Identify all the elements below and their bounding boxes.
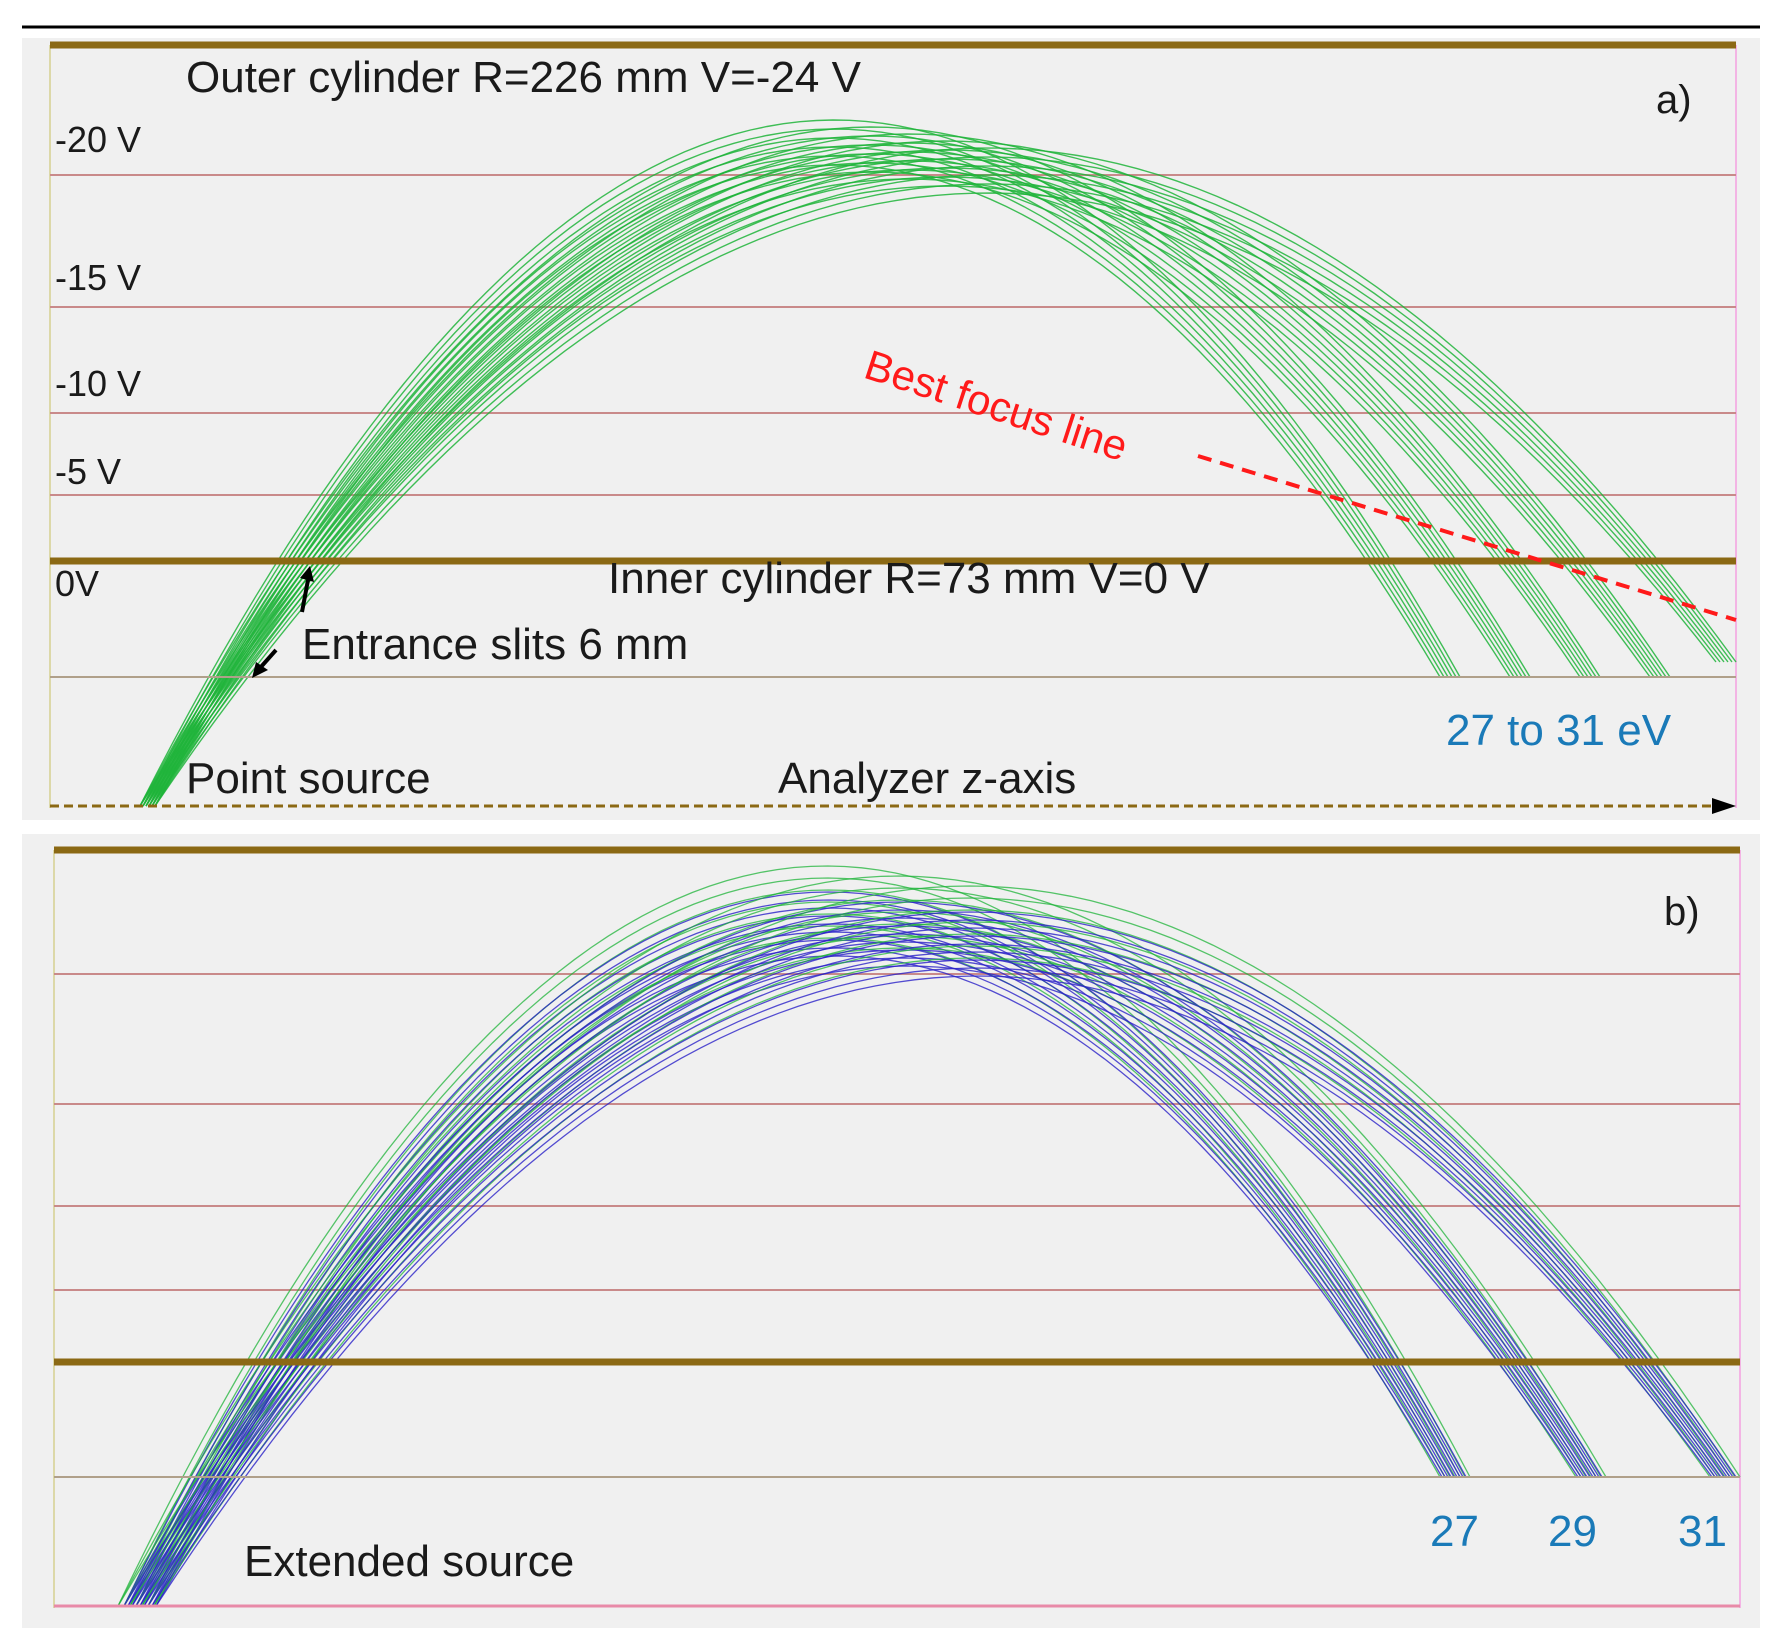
ray-31ev-2 — [142, 156, 1733, 807]
blue-ray-31ev-4 — [135, 935, 1728, 1607]
ray-29ev-5 — [151, 169, 1585, 807]
green-ray-31ev-5 — [141, 933, 1721, 1607]
ray-27ev-1 — [139, 119, 1461, 807]
energy-label-29: 29 — [1548, 1507, 1597, 1556]
blue-ray-31ev-7 — [147, 959, 1719, 1607]
energy-label-31: 31 — [1678, 1507, 1727, 1556]
blue-ray-27ev-1 — [123, 891, 1467, 1607]
ray-30ev-1 — [139, 140, 1671, 807]
entrance-slits-label: Entrance slits 6 mm — [302, 620, 688, 669]
entrance-slit-arrows — [252, 566, 314, 678]
panel-b: b) Extended source 27 29 31 — [22, 834, 1760, 1628]
ray-30ev-4 — [148, 167, 1659, 807]
blue-ray-31ev-8 — [151, 967, 1716, 1607]
voltage-label-15: -15 V — [55, 257, 141, 298]
ray-28ev-3 — [145, 144, 1523, 807]
panel-a-background — [22, 38, 1760, 820]
green-ray-31ev-1 — [117, 885, 1741, 1607]
green-ray-29ev-2 — [123, 887, 1602, 1607]
panel-b-ray-bundles — [117, 865, 1741, 1607]
ray-31ev-3 — [145, 165, 1729, 807]
ray-29ev-2 — [142, 142, 1597, 807]
green-ray-29ev-7 — [153, 947, 1577, 1607]
ray-27ev-4 — [148, 146, 1449, 807]
green-ray-31ev-3 — [129, 909, 1731, 1607]
blue-ray-27ev-6 — [143, 931, 1452, 1607]
blue-ray-31ev-9 — [155, 975, 1713, 1607]
ray-30ev-3 — [145, 158, 1663, 807]
blue-ray-27ev-3 — [131, 907, 1461, 1607]
point-source-label: Point source — [186, 754, 431, 803]
green-ray-27ev-3 — [129, 889, 1461, 1607]
energy-range-label: 27 to 31 eV — [1446, 706, 1672, 755]
ray-bundle-31ev — [139, 147, 1737, 807]
best-focus-line — [1197, 454, 1737, 622]
green-ray-27ev-1 — [117, 865, 1471, 1607]
outer-cylinder-label: Outer cylinder R=226 mm V=-24 V — [186, 53, 862, 102]
ray-27ev-5 — [151, 155, 1445, 807]
ray-29ev-4 — [148, 160, 1589, 807]
blue-ray-31ev-3 — [131, 927, 1731, 1607]
panel-a-tag: a) — [1656, 78, 1692, 122]
blue-ray-27ev-4 — [135, 915, 1458, 1607]
ray-31ev-6 — [154, 192, 1717, 807]
green-ray-27ev-2 — [123, 877, 1466, 1607]
ray-27ev-2 — [142, 128, 1457, 807]
blue-ray-29ev-2 — [127, 909, 1600, 1607]
ray-27ev-3 — [145, 137, 1453, 807]
blue-ray-29ev-1 — [123, 901, 1603, 1607]
z-axis-arrowhead — [1712, 798, 1736, 814]
ray-31ev-4 — [148, 174, 1725, 807]
panel-a-ray-bundles — [139, 119, 1737, 807]
ray-31ev-1 — [139, 147, 1737, 807]
ray-bundle-30ev — [139, 140, 1671, 807]
ray-30ev-6 — [154, 185, 1651, 807]
ray-29ev-1 — [139, 133, 1601, 807]
panel-a: a) Outer cylinder R=226 mm V=-24 V -20 V… — [22, 38, 1760, 820]
ray-28ev-1 — [139, 126, 1531, 807]
ray-28ev-5 — [151, 162, 1515, 807]
blue-ray-27ev-5 — [139, 923, 1455, 1607]
ray-28ev-2 — [142, 135, 1527, 807]
ray-30ev-2 — [142, 149, 1667, 807]
green-ray-29ev-1 — [117, 875, 1607, 1607]
analyzer-z-axis-label: Analyzer z-axis — [778, 754, 1076, 803]
ray-bundle-b-31ev — [117, 885, 1741, 1607]
energy-label-27: 27 — [1430, 1507, 1479, 1556]
green-ray-29ev-3 — [129, 899, 1597, 1607]
voltage-label-10: -10 V — [55, 363, 141, 404]
blue-ray-27ev-2 — [127, 899, 1464, 1607]
blue-ray-31ev-2 — [127, 919, 1734, 1607]
voltage-label-20: -20 V — [55, 119, 141, 160]
voltage-label-0: 0V — [55, 563, 99, 604]
panel-b-tag: b) — [1664, 890, 1700, 934]
ray-31ev-5 — [151, 183, 1721, 807]
ray-29ev-3 — [145, 151, 1593, 807]
green-ray-31ev-2 — [123, 897, 1736, 1607]
blue-ray-31ev-1 — [123, 911, 1737, 1607]
ray-28ev-4 — [148, 153, 1519, 807]
inner-cylinder-label: Inner cylinder R=73 mm V=0 V — [608, 554, 1210, 603]
green-ray-31ev-7 — [153, 957, 1711, 1607]
extended-source-label: Extended source — [244, 1537, 574, 1586]
ray-30ev-5 — [151, 176, 1655, 807]
voltage-label-5: -5 V — [55, 451, 121, 492]
blue-ray-29ev-3 — [131, 917, 1597, 1607]
blue-ray-31ev-6 — [143, 951, 1722, 1607]
green-ray-29ev-5 — [141, 923, 1587, 1607]
blue-ray-31ev-5 — [139, 943, 1725, 1607]
